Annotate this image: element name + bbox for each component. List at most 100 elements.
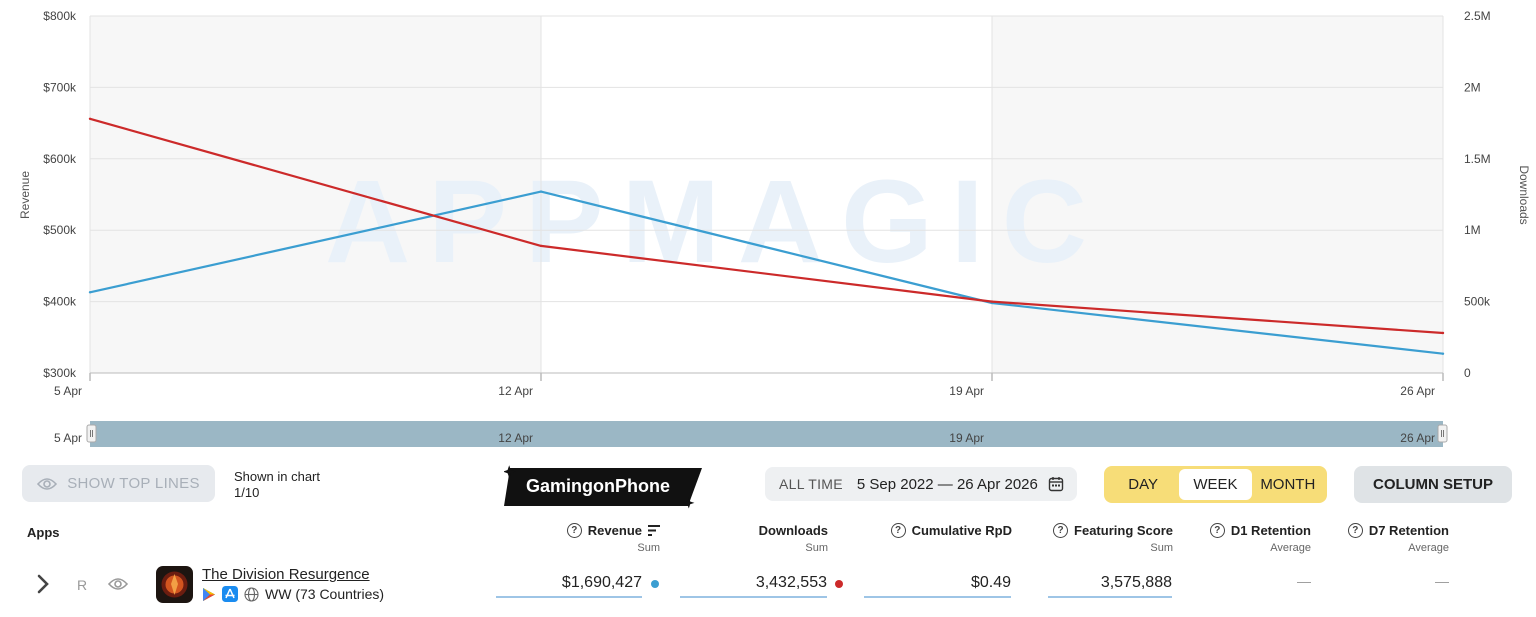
series-lines bbox=[88, 117, 1445, 355]
x-tick-label: 12 Apr bbox=[498, 384, 533, 398]
globe-icon bbox=[244, 586, 259, 602]
d1-cell: — bbox=[1297, 573, 1311, 589]
x-tick-label: 5 Apr bbox=[54, 384, 82, 398]
downloads-header-sub: Sum bbox=[805, 542, 828, 554]
show-top-lines-button[interactable]: SHOW TOP LINES bbox=[22, 465, 215, 502]
rpd-cell: $0.49 bbox=[864, 574, 1011, 598]
revenue-cell: $1,690,427 bbox=[496, 574, 642, 598]
line-chart: APPMAGIC $300k$400k$500k$600k$700k$800k … bbox=[18, 9, 1531, 447]
right-tick-label: 1M bbox=[1464, 223, 1481, 237]
series-point-downloads bbox=[88, 117, 92, 121]
app-platforms: WW (73 Countries) bbox=[202, 586, 384, 602]
app-region: WW (73 Countries) bbox=[265, 586, 385, 602]
grid-lines bbox=[89, 15, 1444, 381]
date-range-value: 5 Sep 2022 — 26 Apr 2026 bbox=[856, 475, 1038, 493]
navigator-tick-label: 26 Apr bbox=[1400, 431, 1435, 445]
help-icon[interactable]: ? bbox=[1053, 523, 1069, 538]
eye-icon bbox=[37, 477, 58, 490]
google-play-icon bbox=[203, 587, 215, 601]
left-tick-label: $600k bbox=[43, 152, 77, 166]
series-point-revenue bbox=[88, 291, 92, 294]
featuring-column-header[interactable]: ? Featuring Score Sum bbox=[1030, 523, 1173, 554]
revenue-series-dot bbox=[651, 580, 659, 588]
series-point-downloads bbox=[1441, 331, 1445, 335]
navigator-tick-label: 5 Apr bbox=[54, 431, 82, 445]
expand-row-chevron-icon[interactable] bbox=[36, 573, 50, 600]
row-rank-label: R bbox=[77, 577, 88, 593]
x-tick-label: 26 Apr bbox=[1400, 384, 1435, 398]
right-tick-label: 2.5M bbox=[1464, 9, 1491, 23]
right-axis-ticks: 0 500k 1M 1.5M 2M 2.5M bbox=[1464, 9, 1491, 380]
granularity-week-button[interactable]: WEEK bbox=[1179, 469, 1252, 500]
date-range-picker[interactable]: ALL TIME 5 Sep 2022 — 26 Apr 2026 bbox=[765, 467, 1077, 501]
range-navigator[interactable]: 5 Apr 12 Apr 19 Apr 26 Apr bbox=[54, 421, 1448, 447]
apps-column-header: Apps bbox=[27, 525, 60, 540]
app-name-link[interactable]: The Division Resurgence bbox=[202, 566, 370, 583]
navigator-handle[interactable] bbox=[1437, 424, 1448, 443]
plot-band bbox=[90, 16, 541, 373]
left-tick-label: $400k bbox=[43, 295, 77, 309]
shown-in-chart-label: Shown in chart bbox=[234, 469, 320, 484]
d1-column-header[interactable]: ? D1 Retention Average bbox=[1190, 523, 1311, 554]
revenue-header-sub: Sum bbox=[637, 542, 660, 554]
granularity-month-button[interactable]: MONTH bbox=[1260, 476, 1316, 493]
plot-background bbox=[90, 16, 1443, 373]
calendar-icon bbox=[1048, 477, 1064, 492]
help-icon[interactable]: ? bbox=[566, 523, 582, 538]
help-icon[interactable]: ? bbox=[890, 523, 906, 538]
granularity-day-button[interactable]: DAY bbox=[1128, 476, 1159, 493]
shown-in-chart-count: 1/10 bbox=[234, 485, 260, 500]
left-tick-label: $500k bbox=[43, 223, 77, 237]
downloads-cell: 3,432,553 bbox=[680, 574, 827, 598]
navigator-handle[interactable] bbox=[86, 424, 97, 443]
downloads-column-header[interactable]: Downloads Sum bbox=[680, 523, 828, 554]
rpd-column-header[interactable]: ? Cumulative RpD bbox=[862, 523, 1012, 542]
rpd-header-label: Cumulative RpD bbox=[911, 523, 1012, 538]
series-line-revenue bbox=[89, 190, 1444, 355]
show-top-lines-label: SHOW TOP LINES bbox=[67, 475, 200, 492]
series-point-downloads bbox=[539, 244, 543, 248]
d7-header-label: D7 Retention bbox=[1368, 523, 1449, 538]
logo-text: GamingonPhone bbox=[526, 476, 670, 496]
d7-cell: — bbox=[1435, 573, 1449, 589]
gamingonphone-logo: GamingonPhone bbox=[502, 464, 702, 510]
column-setup-button[interactable]: COLUMN SETUP bbox=[1354, 466, 1512, 503]
app-store-icon bbox=[222, 586, 238, 602]
right-tick-label: 1.5M bbox=[1464, 152, 1491, 166]
d1-header-label: D1 Retention bbox=[1230, 523, 1311, 538]
x-axis-ticks: 5 Apr 12 Apr 19 Apr 26 Apr bbox=[54, 384, 1435, 398]
downloads-series-dot bbox=[835, 580, 843, 588]
series-point-downloads bbox=[990, 300, 994, 303]
left-tick-label: $700k bbox=[43, 80, 77, 94]
featuring-header-sub: Sum bbox=[1150, 542, 1173, 554]
navigator-bar bbox=[90, 421, 1443, 447]
left-axis-title: Revenue bbox=[18, 171, 32, 219]
plot-band bbox=[541, 16, 992, 373]
x-tick-label: 19 Apr bbox=[949, 384, 984, 398]
right-tick-label: 500k bbox=[1464, 295, 1491, 309]
d7-column-header[interactable]: ? D7 Retention Average bbox=[1328, 523, 1449, 554]
featuring-header-label: Featuring Score bbox=[1074, 523, 1173, 538]
help-icon[interactable]: ? bbox=[1209, 523, 1225, 538]
series-line-downloads bbox=[89, 117, 1444, 335]
d1-header-sub: Average bbox=[1270, 542, 1311, 554]
app-icon bbox=[156, 566, 193, 603]
right-tick-label: 2M bbox=[1464, 80, 1481, 94]
navigator-tick-label: 19 Apr bbox=[949, 431, 984, 445]
left-tick-label: $300k bbox=[43, 366, 77, 380]
series-point-revenue bbox=[539, 190, 543, 193]
logo-shape-icon bbox=[502, 465, 702, 509]
d7-header-sub: Average bbox=[1408, 542, 1449, 554]
shown-in-chart: Shown in chart 1/10 bbox=[234, 469, 320, 501]
granularity-toggle: DAY WEEK MONTH bbox=[1104, 466, 1327, 503]
revenue-column-header[interactable]: ? Revenue Sum bbox=[500, 523, 660, 554]
help-icon[interactable]: ? bbox=[1347, 523, 1363, 538]
date-range-label: ALL TIME bbox=[779, 476, 843, 492]
navigator-tick-label: 12 Apr bbox=[498, 431, 533, 445]
right-tick-label: 0 bbox=[1464, 366, 1471, 380]
left-axis-ticks: $300k $400k $500k $600k $700k $800k bbox=[43, 9, 77, 380]
downloads-header-label: Downloads bbox=[758, 523, 828, 538]
sort-icon[interactable] bbox=[648, 525, 660, 536]
left-tick-label: $800k bbox=[43, 9, 77, 23]
row-visibility-eye-icon[interactable] bbox=[107, 577, 129, 596]
